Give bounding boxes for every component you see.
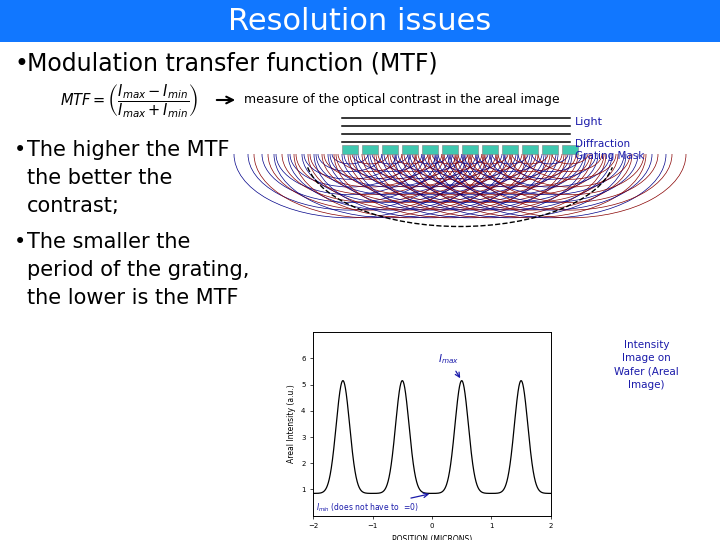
Text: Resolution issues: Resolution issues (228, 6, 492, 36)
Bar (542, 145, 558, 154)
Bar (0, 0, 720, 42)
Text: $\mathit{MTF} = \left(\dfrac{I_{max} - I_{min}}{I_{max} + I_{min}}\right)$: $\mathit{MTF} = \left(\dfrac{I_{max} - I… (60, 82, 199, 120)
Bar (462, 145, 478, 154)
X-axis label: POSITION (MICRONS): POSITION (MICRONS) (392, 535, 472, 540)
Bar (522, 145, 538, 154)
Text: Diffraction
Grating Mask: Diffraction Grating Mask (575, 139, 644, 161)
Bar (342, 145, 358, 154)
Bar (482, 145, 498, 154)
Text: The smaller the
period of the grating,
the lower is the MTF: The smaller the period of the grating, t… (27, 232, 249, 308)
Text: Light: Light (575, 117, 603, 127)
Bar (502, 145, 518, 154)
Text: •: • (14, 232, 26, 252)
Text: $I_{max}$: $I_{max}$ (438, 352, 459, 377)
Text: Intensity
Image on
Wafer (Areal
Image): Intensity Image on Wafer (Areal Image) (614, 340, 679, 390)
Text: measure of the optical contrast in the areal image: measure of the optical contrast in the a… (244, 93, 559, 106)
Bar (382, 145, 398, 154)
Text: •: • (14, 140, 26, 160)
Y-axis label: Areal Intensity (a.u.): Areal Intensity (a.u.) (287, 384, 295, 463)
Bar (422, 145, 438, 154)
Text: •: • (14, 52, 28, 76)
Bar (442, 145, 458, 154)
Text: Modulation transfer function (MTF): Modulation transfer function (MTF) (27, 52, 438, 76)
Text: The higher the MTF
the better the
contrast;: The higher the MTF the better the contra… (27, 140, 230, 216)
Bar (562, 145, 578, 154)
Bar (362, 145, 378, 154)
Bar (402, 145, 418, 154)
Text: $I_{min}$ (does not have to  =0): $I_{min}$ (does not have to =0) (316, 493, 428, 514)
